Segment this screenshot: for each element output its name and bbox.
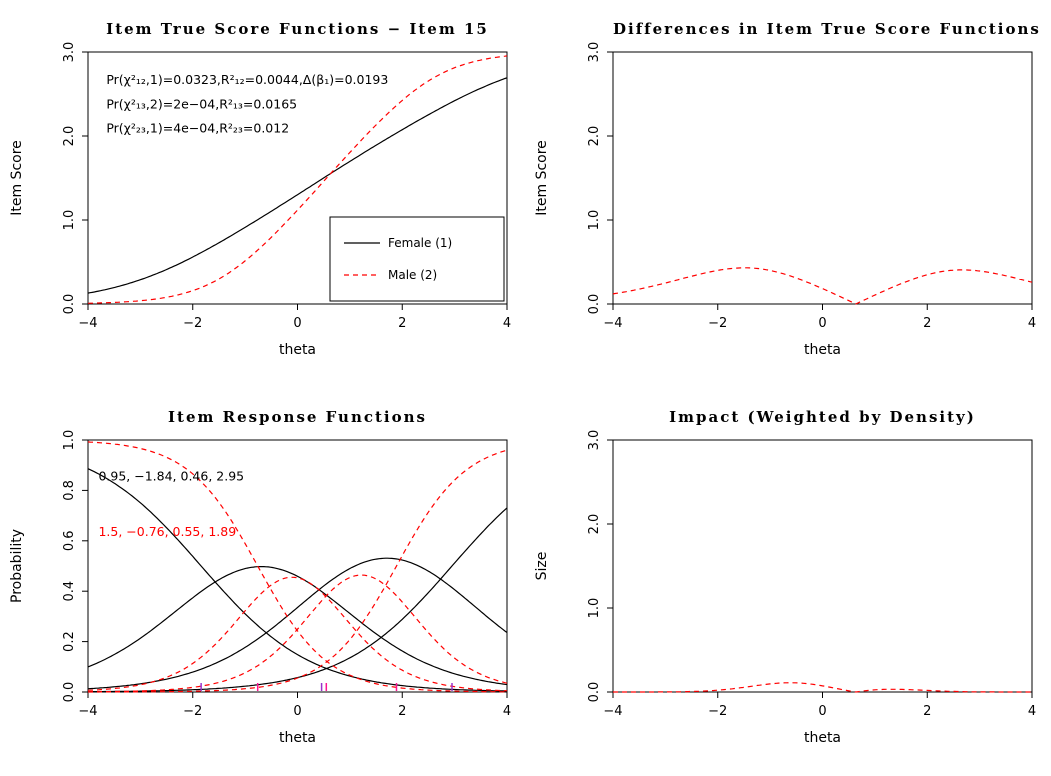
chart-title: Differences in Item True Score Functions [613, 20, 1041, 38]
annotation-text: 1.5, −0.76, 0.55, 1.89 [98, 524, 236, 539]
legend-label: Female (1) [388, 236, 452, 250]
plot-box [612, 51, 1033, 305]
x-tick-label: −2 [708, 316, 727, 331]
x-tick-label: 2 [398, 704, 406, 719]
y-tick-label: 1.0 [62, 430, 77, 451]
legend-box [329, 216, 505, 302]
y-tick-label: 0.6 [62, 530, 77, 551]
y-tick-label: 0.0 [587, 682, 602, 703]
series-line-male-cat1 [87, 576, 508, 692]
x-axis-label: theta [278, 342, 317, 358]
annotation-text: Pr(χ²₁₂,1)=0.0323,R²₁₂=0.0044,Δ(β₁)=0.01… [106, 72, 388, 87]
y-tick-label: 1.0 [62, 210, 77, 231]
y-axis-label: Probability [9, 528, 25, 604]
chart-canvas-true-score: −4 −2 0 2 4 0.0 1.0 2.0 3.0 Pr(χ²₁₂,1)=0.0323,R²₁… [62, 42, 511, 331]
x-tick-label: 4 [503, 316, 511, 331]
annotation-text: Pr(χ²₂₃,1)=4e−04,R²₂₃=0.012 [106, 121, 289, 136]
x-tick-label: 0 [293, 704, 301, 719]
y-tick-label: 0.0 [62, 294, 77, 315]
x-axis-label: theta [278, 730, 317, 746]
x-tick-label: 0 [293, 316, 301, 331]
legend-label: Male (2) [388, 268, 437, 282]
x-tick-label: −2 [183, 316, 202, 331]
series-line-female-cat1 [87, 566, 508, 686]
series-line-male-cat2 [87, 574, 508, 693]
annotation-text: 0.95, −1.84, 0.46, 2.95 [98, 468, 244, 483]
x-tick-label: 0 [818, 316, 826, 331]
x-tick-label: 2 [923, 316, 931, 331]
panel-item-true-score: −4 −2 0 2 4 0.0 1.0 2.0 3.0 Pr(χ²₁₂,1)=0.0323,R²₁… [0, 0, 525, 388]
y-tick-label: 3.0 [62, 42, 77, 63]
x-tick-label: 4 [1028, 704, 1036, 719]
chart-title: Item True Score Functions − Item 15 [106, 20, 489, 38]
chart-canvas-differences: −4 −2 0 2 4 0.0 1.0 2.0 3.0 [587, 42, 1036, 331]
x-tick-label: 4 [503, 704, 511, 719]
y-tick-label: 1.0 [587, 598, 602, 619]
chart-canvas-irf: −4 −2 0 2 4 0.0 0.2 0.4 0.6 0.8 1.0 0.95, −1.84, 0.… [62, 430, 511, 719]
x-tick-label: −4 [78, 704, 97, 719]
y-tick-label: 2.0 [587, 126, 602, 147]
y-tick-label: 3.0 [587, 430, 602, 451]
series-line-male-cat3 [88, 449, 508, 693]
x-tick-label: 0 [818, 704, 826, 719]
y-tick-label: 0.0 [62, 682, 77, 703]
y-axis-label: Size [534, 551, 550, 581]
panel-item-response-functions: −4 −2 0 2 4 0.0 0.2 0.4 0.6 0.8 1.0 0.95, −1.84, 0.… [0, 388, 525, 776]
x-tick-label: 2 [923, 704, 931, 719]
x-tick-label: −2 [708, 704, 727, 719]
x-tick-label: 2 [398, 316, 406, 331]
x-tick-label: −4 [78, 316, 97, 331]
series-line-female-1- [87, 77, 508, 294]
y-tick-label: 0.2 [62, 631, 77, 652]
panel-differences: −4 −2 0 2 4 0.0 1.0 2.0 3.0 Differences in Item … [525, 0, 1050, 388]
y-tick-label: 2.0 [62, 126, 77, 147]
x-tick-label: 4 [1028, 316, 1036, 331]
y-tick-label: 3.0 [587, 42, 602, 63]
series-line-male-cat0 [87, 441, 507, 693]
series-line-female-cat0 [87, 468, 507, 692]
y-tick-label: 1.0 [587, 210, 602, 231]
annotation-text: Pr(χ²₁₃,2)=2e−04,R²₁₃=0.0165 [106, 96, 297, 111]
y-tick-label: 2.0 [587, 514, 602, 535]
series-line-impact [613, 682, 1032, 693]
series-line-male-2- [87, 55, 508, 304]
series-line-female-cat2 [87, 557, 508, 690]
plot-box [612, 439, 1033, 693]
x-tick-label: −4 [603, 704, 622, 719]
chart-title: Impact (Weighted by Density) [669, 408, 976, 426]
panel-impact: −4 −2 0 2 4 0.0 1.0 2.0 3.0 Impact (Weighted by … [525, 388, 1050, 776]
series-line-abs-difference-female-male [612, 267, 1033, 305]
x-tick-label: −4 [603, 316, 622, 331]
y-tick-label: 0.8 [62, 480, 77, 501]
x-axis-label: theta [803, 730, 842, 746]
chart-title: Item Response Functions [168, 408, 427, 426]
y-axis-label: Item Score [534, 140, 550, 216]
y-tick-label: 0.4 [62, 581, 77, 602]
x-tick-label: −2 [183, 704, 202, 719]
chart-canvas-impact: −4 −2 0 2 4 0.0 1.0 2.0 3.0 [587, 430, 1036, 719]
y-tick-label: 0.0 [587, 294, 602, 315]
x-axis-label: theta [803, 342, 842, 358]
y-axis-label: Item Score [9, 140, 25, 216]
